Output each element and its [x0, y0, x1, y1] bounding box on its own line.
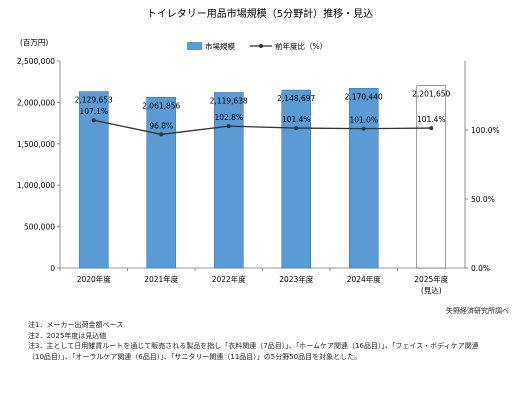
- x-tick-label: 2020年度: [77, 274, 112, 284]
- x-tick-label: 2024年度: [347, 274, 382, 284]
- line-point: [159, 132, 164, 137]
- y-right-tick-label: 50.0%: [471, 195, 495, 204]
- bar: [281, 89, 312, 269]
- y-right-tick-label: 0.0%: [471, 264, 490, 273]
- x-tick-label: 2025年度: [414, 274, 449, 284]
- y-left-tick-label: 1,500,000: [17, 140, 55, 149]
- note-3: 注3．主として日用雑貨ルートを通じて販売される製品を指し「衣料関連（7品目）」、…: [28, 342, 479, 350]
- note-2: 注2．2025年度は見込値: [28, 331, 107, 340]
- x-tick-label: 2022年度: [212, 274, 247, 284]
- bar: [78, 91, 109, 269]
- bar-value-label: 2,119,638: [210, 96, 248, 105]
- bar: [146, 96, 177, 269]
- legend-bar-swatch: [187, 42, 202, 50]
- plot-area: 0 500,000 1,000,000 1,500,000 2,000,000 2,500…: [17, 57, 500, 295]
- y-left-tick-label: 2,500,000: [17, 57, 55, 66]
- line-value-label: 101.0%: [349, 116, 378, 125]
- line-value-label: 107.1%: [79, 107, 108, 116]
- notes: 注1．メーカー出荷金額ベース 注2．2025年度は見込値 注3．主として日用雑貨…: [28, 320, 508, 362]
- legend-line-label: 前年度比（%）: [275, 41, 327, 51]
- bar: [348, 87, 379, 269]
- note-3-cont: （10品目）」、「オーラルケア関連（6品目）」、「サニタリー関連（11品目）」の…: [28, 352, 362, 361]
- bar: [213, 92, 244, 269]
- line-value-label: 102.8%: [214, 113, 243, 122]
- legend: 市場規模 前年度比（%）: [187, 41, 327, 51]
- line-value-label: 96.8%: [149, 121, 173, 130]
- line-value-label: 101.4%: [417, 115, 446, 124]
- y-left-tick-label: 500,000: [24, 223, 55, 232]
- chart: トイレタリー用品市場規模（5分野計）推移・見込 (百万円) 市場規模 前年度比（…: [17, 7, 500, 295]
- y-left-tick-label: 2,000,000: [17, 98, 55, 107]
- x-tick-note: (見込): [421, 286, 442, 295]
- bar-value-label: 2,061,856: [142, 101, 180, 110]
- line-point: [294, 126, 299, 131]
- source-credit: 矢野経済研究所調べ: [446, 307, 509, 315]
- chart-title: トイレタリー用品市場規模（5分野計）推移・見込: [147, 7, 373, 20]
- line-point: [91, 118, 96, 123]
- y-axis-unit: (百万円): [20, 38, 48, 47]
- legend-bar-label: 市場規模: [205, 41, 235, 51]
- line-series: [93, 119, 432, 136]
- line-value-label: 101.4%: [282, 115, 311, 124]
- line-point: [361, 126, 366, 131]
- bar-value-label: 2,148,697: [277, 94, 315, 103]
- x-tick-label: 2021年度: [144, 274, 179, 284]
- line-point: [429, 126, 434, 131]
- bar-value-label: 2,201,650: [412, 90, 450, 99]
- line-point: [226, 124, 231, 129]
- legend-line-marker: [259, 44, 263, 48]
- note-1: 注1．メーカー出荷金額ベース: [28, 321, 124, 329]
- bar-value-label: 2,129,653: [75, 96, 113, 105]
- bar-projected: [416, 85, 447, 269]
- y-right-tick-label: 100.0%: [471, 126, 500, 135]
- bar-value-label: 2,170,440: [345, 92, 383, 101]
- x-tick-label: 2023年度: [279, 274, 314, 284]
- y-left-tick-label: 0: [50, 264, 55, 273]
- y-left-tick-label: 1,000,000: [17, 181, 55, 190]
